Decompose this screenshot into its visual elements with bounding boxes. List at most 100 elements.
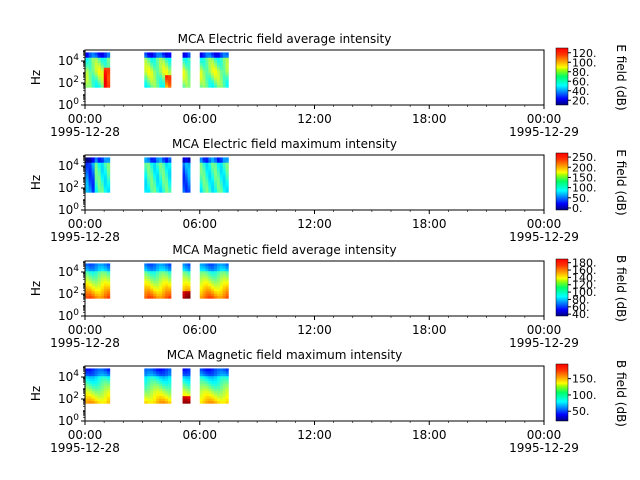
- x-tick-label: 18:00: [412, 112, 447, 126]
- heatmap-cell: [199, 52, 203, 56]
- x-tick-label: 00:00: [527, 428, 562, 442]
- heatmap-cell: [147, 275, 151, 279]
- heatmap-cell: [103, 57, 108, 61]
- heatmap-cell: [216, 373, 221, 377]
- heatmap-cell: [214, 368, 218, 372]
- heatmap-cell: [205, 375, 209, 379]
- heatmap-cell: [168, 395, 172, 399]
- x-tick-label: 00:00: [68, 112, 103, 126]
- heatmap-cell: [225, 398, 229, 402]
- heatmap-cell: [153, 162, 157, 166]
- heatmap-cell: [168, 52, 172, 56]
- heatmap-cell: [219, 293, 223, 297]
- heatmap-cell: [91, 400, 95, 404]
- heatmap-cell: [216, 278, 221, 282]
- heatmap-cell: [222, 172, 226, 176]
- heatmap-cell: [106, 159, 111, 163]
- heatmap-cell: [199, 265, 203, 269]
- heatmap-cell: [103, 370, 108, 374]
- heatmap-cell: [100, 280, 105, 284]
- heatmap-cell: [208, 395, 212, 399]
- heatmap-cell: [168, 265, 172, 269]
- heatmap-cell: [182, 69, 186, 73]
- heatmap-cell: [162, 157, 166, 161]
- heatmap-cell: [202, 268, 206, 272]
- heatmap-cell: [150, 400, 154, 404]
- heatmap-cell: [216, 59, 221, 63]
- heatmap-cell: [205, 370, 209, 374]
- heatmap-cell: [150, 385, 154, 389]
- heatmap-cell: [153, 375, 157, 379]
- heatmap-cell: [225, 283, 229, 287]
- heatmap-cell: [106, 283, 111, 287]
- heatmap-cell: [156, 290, 160, 294]
- heatmap-cell: [208, 378, 212, 382]
- heatmap-cell: [165, 370, 169, 374]
- heatmap-cell: [150, 290, 154, 294]
- heatmap-cell: [214, 395, 218, 399]
- heatmap-cell: [91, 373, 95, 377]
- heatmap-cell: [182, 385, 186, 389]
- heatmap-cell: [162, 54, 166, 58]
- heatmap-cell: [100, 288, 105, 292]
- heatmap-cell: [153, 293, 157, 297]
- heatmap-cell: [103, 187, 108, 191]
- heatmap-cell: [202, 167, 206, 171]
- colorbar-frame: [555, 47, 569, 106]
- heatmap-cell: [214, 157, 218, 161]
- heatmap-cell: [182, 187, 186, 191]
- heatmap-cell: [168, 82, 172, 86]
- heatmap-cell: [219, 283, 223, 287]
- heatmap-cell: [88, 390, 92, 394]
- heatmap-cell: [216, 370, 221, 374]
- heatmap-cell: [88, 62, 92, 66]
- heatmap-cell: [199, 159, 203, 163]
- heatmap-cell: [147, 270, 151, 274]
- heatmap-cell: [187, 52, 191, 56]
- heatmap-cell: [156, 388, 160, 392]
- heatmap-cell: [208, 385, 212, 389]
- heatmap-cell: [103, 84, 108, 88]
- heatmap-cell: [94, 398, 99, 402]
- heatmap-cell: [159, 278, 163, 282]
- heatmap-cell: [144, 263, 148, 267]
- heatmap-cell: [144, 390, 148, 394]
- heatmap-cell: [199, 79, 203, 83]
- heatmap-cell: [147, 385, 151, 389]
- heatmap-cell: [150, 69, 154, 73]
- x-tick-date: 1995-12-28: [50, 230, 120, 244]
- y-tick-label: 104: [58, 264, 79, 279]
- heatmap-cell: [211, 67, 215, 71]
- heatmap-cell: [208, 67, 212, 71]
- heatmap-cell: [225, 285, 229, 289]
- heatmap-cell: [150, 174, 154, 178]
- heatmap-cell: [205, 273, 209, 277]
- heatmap-cell: [222, 167, 226, 171]
- heatmap-cell: [219, 82, 223, 86]
- heatmap-cell: [165, 375, 169, 379]
- heatmap-cell: [85, 169, 89, 173]
- heatmap-cell: [165, 290, 169, 294]
- heatmap-cell: [187, 270, 191, 274]
- heatmap-cell: [150, 390, 154, 394]
- heatmap-cell: [144, 179, 148, 183]
- heatmap-cell: [88, 52, 92, 56]
- heatmap-cell: [219, 393, 223, 397]
- heatmap-cell: [100, 189, 105, 193]
- heatmap-cell: [208, 268, 212, 272]
- heatmap-cell: [168, 398, 172, 402]
- heatmap-cell: [100, 290, 105, 294]
- heatmap-cell: [103, 54, 108, 58]
- heatmap-cell: [219, 295, 223, 299]
- heatmap-cell: [106, 179, 111, 183]
- heatmap-cell: [187, 283, 191, 287]
- heatmap-cell: [85, 400, 89, 404]
- x-tick-label: 12:00: [297, 428, 332, 442]
- heatmap-cell: [97, 265, 102, 269]
- colorbar-tick-label: 250.: [572, 151, 597, 164]
- heatmap-cell: [182, 380, 186, 384]
- colorbar-tick-label: 120.: [572, 279, 597, 292]
- heatmap-cell: [91, 184, 95, 188]
- heatmap-cell: [85, 67, 89, 71]
- heatmap-cell: [88, 184, 92, 188]
